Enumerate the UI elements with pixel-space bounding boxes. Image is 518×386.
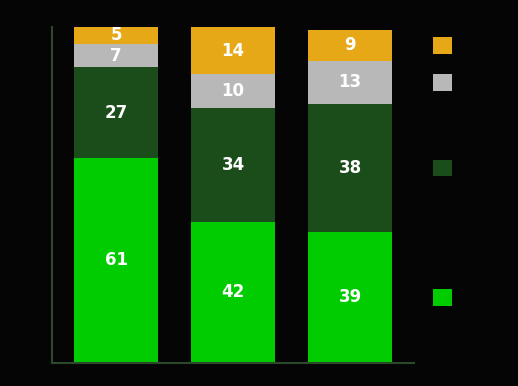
- Bar: [74, 44, 158, 67]
- Bar: [308, 30, 392, 61]
- Bar: [308, 104, 392, 232]
- Text: 5: 5: [110, 26, 122, 44]
- Bar: [74, 67, 158, 158]
- Bar: [191, 27, 275, 74]
- Text: 27: 27: [105, 104, 128, 122]
- Text: 39: 39: [338, 288, 362, 306]
- Text: 38: 38: [338, 159, 362, 177]
- Text: 34: 34: [222, 156, 244, 174]
- FancyBboxPatch shape: [433, 74, 453, 91]
- Bar: [191, 222, 275, 363]
- Text: 7: 7: [110, 47, 122, 64]
- Bar: [308, 61, 392, 104]
- Text: 61: 61: [105, 251, 127, 269]
- Text: 10: 10: [222, 82, 244, 100]
- FancyBboxPatch shape: [433, 37, 453, 54]
- Bar: [191, 74, 275, 108]
- FancyBboxPatch shape: [433, 289, 453, 306]
- Bar: [308, 232, 392, 363]
- Text: 42: 42: [222, 283, 244, 301]
- FancyBboxPatch shape: [433, 160, 453, 176]
- Text: 13: 13: [338, 73, 362, 91]
- Bar: [191, 108, 275, 222]
- Bar: [74, 27, 158, 44]
- Bar: [74, 158, 158, 363]
- Text: 9: 9: [344, 37, 356, 54]
- Text: 14: 14: [222, 42, 244, 59]
